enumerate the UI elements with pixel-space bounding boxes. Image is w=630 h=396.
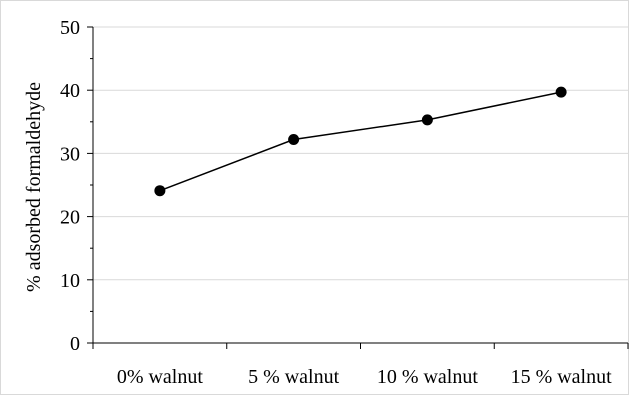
- series-layer: [154, 86, 567, 197]
- data-point-0-1: [288, 133, 300, 145]
- data-point-0-0: [154, 185, 166, 197]
- x-tick-label-3: 15 % walnut: [511, 366, 613, 388]
- y-tick-label-40: 40: [60, 80, 80, 102]
- x-axis: 0% walnut 5 % walnut 10 % walnut 15 % walnu…: [92, 342, 629, 388]
- y-axis: 0 10 20 30 40 50: [60, 17, 94, 355]
- y-tick-label-0: 0: [70, 333, 80, 355]
- x-tick-label-2: 10 % walnut: [377, 366, 479, 388]
- data-point-0-2: [421, 114, 433, 126]
- series-line-0: [159, 91, 562, 192]
- x-tick-label-1: 5 % walnut: [248, 366, 340, 388]
- y-axis-title: % adsorbed formaldehyde: [23, 82, 45, 292]
- y-tick-label-10: 10: [60, 270, 80, 292]
- gridlines: [93, 26, 628, 281]
- x-tick-label-0: 0% walnut: [117, 366, 204, 388]
- y-tick-label-50: 50: [60, 17, 80, 39]
- y-tick-label-20: 20: [60, 207, 80, 229]
- data-point-0-3: [555, 86, 567, 98]
- y-tick-label-30: 30: [60, 143, 80, 165]
